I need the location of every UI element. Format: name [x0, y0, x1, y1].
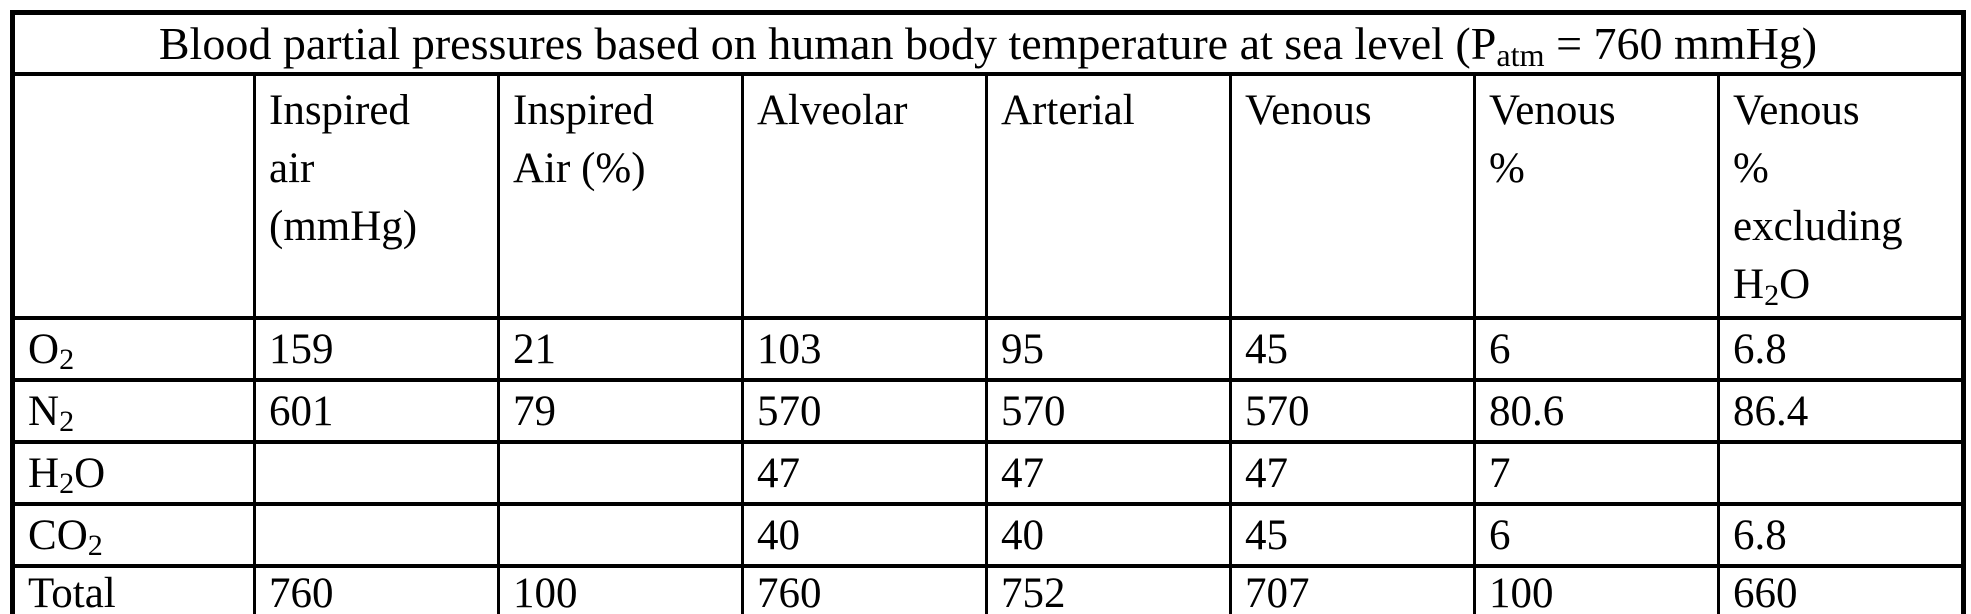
table-cell: 6.8: [1717, 316, 1965, 382]
table-cell: 45: [1229, 316, 1476, 382]
partial-pressure-table: Blood partial pressures based on human b…: [10, 10, 1966, 614]
table-cell: 45: [1229, 502, 1476, 568]
col-header-venous-pct-excl-h2o: Venous% excluding H2O: [1717, 72, 1965, 320]
table-cell: [253, 502, 500, 568]
table-cell: 570: [741, 378, 988, 444]
table-cell: [497, 502, 744, 568]
table-cell: 47: [1229, 440, 1476, 506]
table-row-co2: CO2 40 40 45 6 6.8: [11, 502, 1965, 568]
table-cell: 95: [985, 316, 1232, 382]
table-cell: [1717, 440, 1965, 506]
table-cell: 80.6: [1473, 378, 1720, 444]
table-cell: 752: [985, 564, 1232, 614]
table-title: Blood partial pressures based on human b…: [11, 10, 1965, 76]
table-cell: 570: [1229, 378, 1476, 444]
row-label-total: Total: [11, 564, 256, 614]
table-cell: 100: [1473, 564, 1720, 614]
col-header-venous: Venous: [1229, 72, 1476, 320]
table-cell: 601: [253, 378, 500, 444]
header-row: Inspired air (mmHg) Inspired Air (%) Alveol…: [11, 72, 1965, 320]
row-label-h2o: H2O: [11, 440, 256, 506]
table-row-total: Total 760 100 760 752 707 100 660: [11, 564, 1965, 614]
table-cell: 570: [985, 378, 1232, 444]
table-cell: 760: [253, 564, 500, 614]
table-cell: 6.8: [1717, 502, 1965, 568]
row-label-o2: O2: [11, 316, 256, 382]
col-header-gas: [11, 72, 256, 320]
table-row-n2: N2 601 79 570 570 570 80.6 86.4: [11, 378, 1965, 444]
table-cell: 159: [253, 316, 500, 382]
table-row-h2o: H2O 47 47 47 7: [11, 440, 1965, 506]
row-label-co2: CO2: [11, 502, 256, 568]
col-header-inspired-air-mmhg: Inspired air (mmHg): [253, 72, 500, 320]
table-cell: 79: [497, 378, 744, 444]
table-cell: 760: [741, 564, 988, 614]
title-row: Blood partial pressures based on human b…: [11, 10, 1965, 76]
table-cell: 6: [1473, 316, 1720, 382]
table-cell: 707: [1229, 564, 1476, 614]
col-header-alveolar: Alveolar: [741, 72, 988, 320]
table-cell: 40: [985, 502, 1232, 568]
table-cell: 21: [497, 316, 744, 382]
table-row-o2: O2 159 21 103 95 45 6 6.8: [11, 316, 1965, 382]
table-cell: 40: [741, 502, 988, 568]
table-cell: 103: [741, 316, 988, 382]
table-cell: 6: [1473, 502, 1720, 568]
table-cell: 47: [985, 440, 1232, 506]
row-label-n2: N2: [11, 378, 256, 444]
col-header-inspired-air-pct: Inspired Air (%): [497, 72, 744, 320]
table-cell: 660: [1717, 564, 1965, 614]
table-cell: 86.4: [1717, 378, 1965, 444]
table-cell: 7: [1473, 440, 1720, 506]
col-header-venous-pct: Venous%: [1473, 72, 1720, 320]
table-cell: [253, 440, 500, 506]
table-cell: 47: [741, 440, 988, 506]
table-cell: 100: [497, 564, 744, 614]
col-header-arterial: Arterial: [985, 72, 1232, 320]
table-cell: [497, 440, 744, 506]
